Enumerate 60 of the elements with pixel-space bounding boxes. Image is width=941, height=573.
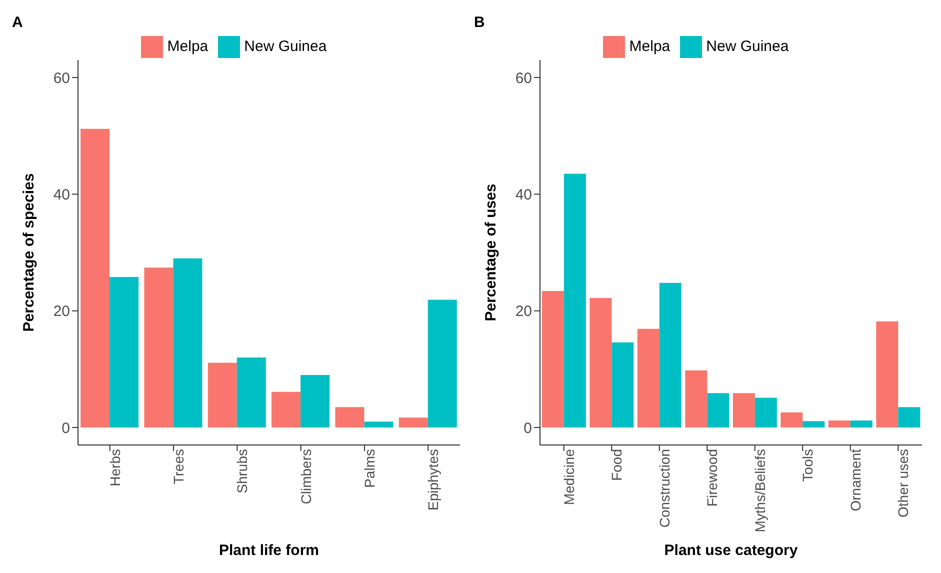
text: A: [12, 14, 23, 31]
x-tick-label: Tools: [800, 449, 816, 482]
legend-label: Melpa: [167, 38, 208, 55]
bar: [898, 407, 920, 428]
x-tick-label: Herbs: [106, 449, 123, 486]
bar: [144, 268, 174, 428]
x-tick-label: Food: [608, 449, 625, 481]
x-tick-label: Construction: [656, 449, 672, 528]
x-tick-label: Ornament: [847, 448, 864, 512]
bar: [110, 277, 139, 428]
bar: [685, 370, 708, 428]
bar: [850, 420, 872, 428]
x-tick-label: Epiphytes: [425, 449, 442, 510]
x-tick-label: Shrubs: [234, 449, 250, 494]
bar: [80, 128, 110, 428]
bar: [612, 342, 634, 428]
bar: [802, 421, 825, 428]
bar: [876, 321, 898, 428]
y-tick-label: 40: [515, 186, 532, 204]
y-tick-label: 20: [515, 303, 532, 320]
bar: [754, 398, 777, 428]
x-tick-label: Climbers: [298, 449, 314, 504]
x-tick-label: Palms: [361, 449, 378, 488]
bar: [173, 258, 202, 428]
x-tick-label: Trees: [170, 449, 186, 484]
y-tick-label: 60: [53, 70, 70, 87]
bar: [659, 282, 682, 428]
bar: [732, 393, 755, 428]
bar: [542, 291, 564, 428]
legend-label: Melpa: [629, 38, 670, 55]
x-tick-label: Myths/Beliefs: [752, 449, 768, 532]
bar: [300, 375, 330, 428]
y-tick-label: 20: [53, 303, 70, 320]
bar: [780, 412, 803, 428]
text: B: [474, 14, 485, 31]
bar: [828, 420, 850, 428]
y-tick-label: 0: [524, 420, 532, 437]
bar: [637, 328, 660, 428]
x-tick-label: Other uses: [895, 449, 912, 518]
bar: [236, 358, 266, 428]
bar: [428, 300, 457, 428]
bar: [564, 174, 586, 428]
y-axis-title: Percentage of uses: [482, 184, 500, 322]
x-axis-title: Plant use category: [664, 542, 798, 559]
bar: [335, 407, 364, 428]
legend-label: New Guinea: [244, 38, 327, 55]
y-tick-label: 40: [53, 186, 70, 204]
y-axis-title: Percentage of species: [20, 173, 38, 332]
bar: [398, 418, 428, 428]
legend-label: New Guinea: [706, 38, 789, 55]
x-tick-label: Firewood: [704, 449, 720, 507]
y-tick-label: 0: [62, 420, 70, 437]
bar: [364, 422, 394, 428]
x-tick-label: Medicine: [560, 448, 577, 506]
y-tick-label: 60: [515, 70, 532, 87]
x-axis-title: Plant life form: [218, 542, 320, 559]
bar: [272, 392, 301, 428]
bar: [590, 298, 612, 428]
bar: [208, 362, 237, 428]
bar: [707, 393, 730, 428]
